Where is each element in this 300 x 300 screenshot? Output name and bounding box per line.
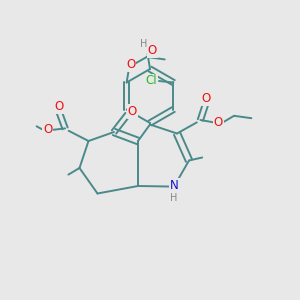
Text: N: N bbox=[170, 179, 179, 192]
Text: O: O bbox=[43, 123, 52, 136]
Text: H: H bbox=[170, 193, 178, 203]
Text: H: H bbox=[140, 39, 148, 49]
Text: O: O bbox=[126, 58, 135, 71]
Text: O: O bbox=[128, 105, 137, 118]
Text: O: O bbox=[214, 116, 223, 129]
Text: O: O bbox=[55, 100, 64, 113]
Text: Cl: Cl bbox=[145, 74, 157, 88]
Text: O: O bbox=[148, 44, 157, 58]
Text: O: O bbox=[202, 92, 211, 105]
